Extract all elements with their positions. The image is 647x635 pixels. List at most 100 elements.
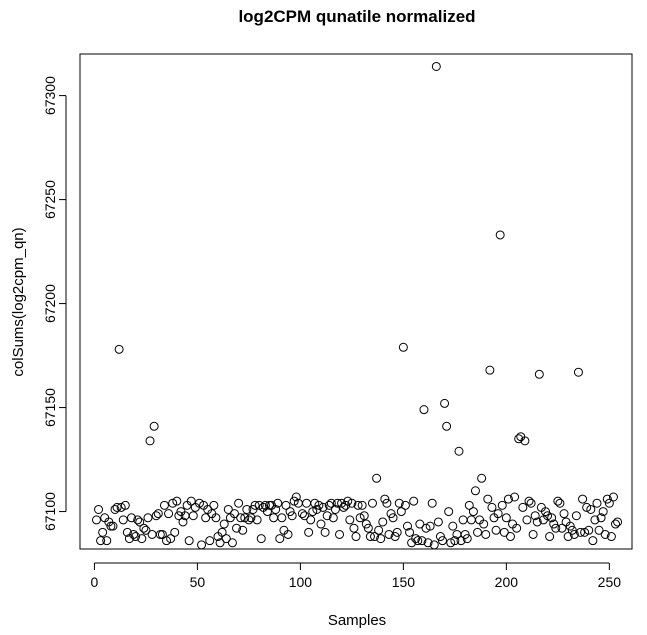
data-point bbox=[126, 513, 136, 523]
data-point bbox=[611, 519, 621, 529]
data-point bbox=[551, 523, 561, 533]
data-point bbox=[141, 525, 151, 535]
data-point bbox=[238, 525, 248, 535]
data-point bbox=[427, 498, 437, 508]
data-point bbox=[361, 519, 371, 529]
outlier-point bbox=[485, 365, 495, 375]
data-point bbox=[304, 527, 314, 537]
data-point bbox=[540, 507, 550, 517]
data-point bbox=[359, 511, 369, 521]
x-tick-label: 50 bbox=[190, 574, 206, 590]
data-point bbox=[565, 521, 575, 531]
data-point bbox=[277, 513, 287, 523]
data-point bbox=[320, 527, 330, 537]
y-tick-label: 67250 bbox=[42, 180, 58, 219]
data-point bbox=[96, 536, 106, 546]
data-point bbox=[355, 513, 365, 523]
data-point bbox=[289, 496, 299, 506]
data-point bbox=[584, 525, 594, 535]
y-axis: 67100 67150 67200 67250 67300 bbox=[42, 76, 67, 531]
data-point bbox=[549, 519, 559, 529]
data-point bbox=[409, 496, 419, 506]
data-point bbox=[297, 509, 307, 519]
data-point bbox=[481, 529, 491, 539]
x-axis: 0 50 100 150 200 250 bbox=[91, 562, 622, 590]
y-axis-label: colSums(log2cpm_qn) bbox=[10, 227, 27, 376]
data-point bbox=[576, 527, 586, 537]
data-point bbox=[102, 536, 112, 546]
data-point bbox=[582, 502, 592, 512]
data-point bbox=[380, 494, 390, 504]
data-point bbox=[129, 529, 139, 539]
data-point bbox=[405, 527, 415, 537]
data-point bbox=[532, 517, 542, 527]
data-point bbox=[162, 536, 172, 546]
data-point bbox=[306, 515, 316, 525]
data-point bbox=[446, 538, 456, 548]
data-point bbox=[365, 532, 375, 542]
data-point bbox=[186, 496, 196, 506]
data-point bbox=[223, 504, 233, 514]
data-point bbox=[363, 523, 373, 533]
data-point bbox=[588, 536, 598, 546]
data-point bbox=[438, 536, 448, 546]
data-point bbox=[413, 536, 423, 546]
data-point bbox=[400, 500, 410, 510]
data-point bbox=[291, 492, 301, 502]
data-point bbox=[335, 529, 345, 539]
data-point bbox=[499, 527, 509, 537]
data-point bbox=[201, 513, 211, 523]
x-axis-label: Samples bbox=[328, 612, 386, 629]
data-point bbox=[421, 523, 431, 533]
data-point bbox=[318, 502, 328, 512]
data-point bbox=[153, 509, 163, 519]
outlier-point bbox=[440, 398, 450, 408]
data-point bbox=[221, 534, 231, 544]
data-point bbox=[170, 527, 180, 537]
data-point bbox=[332, 498, 342, 508]
data-point bbox=[330, 504, 340, 514]
outlier-point bbox=[419, 405, 429, 415]
data-point bbox=[598, 507, 608, 517]
data-point bbox=[456, 536, 466, 546]
data-point bbox=[242, 504, 252, 514]
data-point bbox=[209, 500, 219, 510]
data-point bbox=[164, 509, 174, 519]
data-point bbox=[322, 511, 332, 521]
outlier-point bbox=[145, 436, 155, 446]
data-point bbox=[269, 513, 279, 523]
data-point bbox=[483, 494, 493, 504]
outlier-point bbox=[534, 369, 544, 379]
data-point bbox=[194, 498, 204, 508]
data-point bbox=[240, 513, 250, 523]
data-point bbox=[528, 529, 538, 539]
data-point bbox=[159, 500, 169, 510]
data-point bbox=[308, 507, 318, 517]
data-point bbox=[275, 534, 285, 544]
data-point bbox=[530, 511, 540, 521]
data-point bbox=[487, 502, 497, 512]
data-point bbox=[571, 511, 581, 521]
x-tick-label: 250 bbox=[598, 574, 622, 590]
data-point bbox=[592, 498, 602, 508]
data-point bbox=[384, 529, 394, 539]
data-point bbox=[94, 504, 104, 514]
data-point bbox=[188, 511, 198, 521]
data-point bbox=[246, 513, 256, 523]
data-point bbox=[351, 532, 361, 542]
data-point bbox=[501, 513, 511, 523]
data-point bbox=[464, 500, 474, 510]
data-point bbox=[388, 513, 398, 523]
data-point bbox=[120, 500, 130, 510]
data-point bbox=[131, 532, 141, 542]
x-tick-label: 150 bbox=[392, 574, 416, 590]
data-point bbox=[370, 532, 380, 542]
data-point bbox=[122, 527, 132, 537]
data-point bbox=[594, 525, 604, 535]
data-point bbox=[425, 521, 435, 531]
data-point bbox=[339, 502, 349, 512]
data-point bbox=[386, 509, 396, 519]
chart-title: log2CPM qunatile normalized bbox=[238, 7, 475, 26]
x-tick-label: 200 bbox=[495, 574, 519, 590]
data-point bbox=[563, 532, 573, 542]
